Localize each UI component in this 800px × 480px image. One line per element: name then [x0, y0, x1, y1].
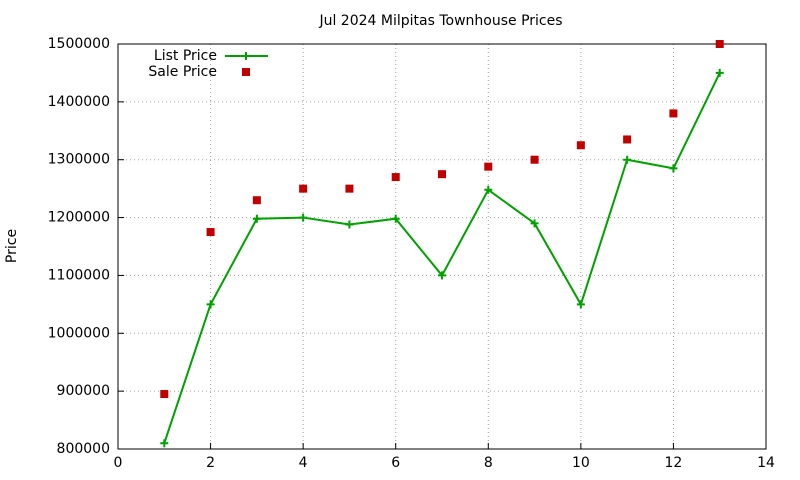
x-tick-label: 4	[299, 455, 308, 471]
y-tick-label: 1500000	[48, 36, 110, 52]
point-marker	[669, 109, 678, 118]
x-tick-label: 14	[757, 455, 775, 471]
point-marker	[160, 390, 169, 399]
legend-swatch	[242, 52, 250, 60]
point-marker	[438, 271, 446, 280]
plot-frame	[117, 43, 767, 450]
legend-label: Sale Price	[148, 64, 217, 80]
y-tick-label: 1200000	[48, 210, 110, 226]
point-marker	[438, 170, 446, 179]
point-marker	[299, 184, 308, 193]
x-tick-label: 2	[206, 455, 215, 471]
point-marker	[391, 214, 400, 223]
y-tick-label: 1300000	[48, 152, 110, 168]
point-marker	[623, 155, 632, 164]
x-tick-label: 6	[391, 455, 400, 471]
point-marker	[715, 68, 724, 77]
point-marker	[530, 155, 539, 164]
legend-swatch	[242, 68, 250, 76]
x-tick-label: 12	[665, 455, 683, 471]
y-tick-label: 1100000	[48, 267, 110, 283]
series-line	[163, 72, 721, 444]
point-marker	[345, 184, 354, 193]
point-marker	[530, 219, 539, 228]
point-marker	[576, 141, 585, 150]
point-marker	[252, 214, 261, 223]
y-tick-label: 900000	[57, 383, 110, 399]
point-marker	[252, 196, 261, 205]
y-tick-label: 800000	[57, 441, 110, 457]
point-marker	[669, 164, 678, 173]
point-marker	[206, 300, 215, 309]
y-axis-label: Price	[4, 229, 20, 263]
point-marker	[576, 300, 585, 309]
legend-label: List Price	[154, 48, 217, 64]
y-tick-label: 1400000	[48, 94, 110, 110]
x-tick-label: 8	[484, 455, 493, 471]
y-tick-label: 1000000	[48, 325, 110, 341]
x-tick-label: 0	[114, 455, 123, 471]
point-marker	[299, 213, 308, 222]
point-marker	[206, 228, 215, 237]
x-tick-label: 10	[572, 455, 590, 471]
chart-title: Jul 2024 Milpitas Townhouse Prices	[318, 13, 562, 29]
point-marker	[623, 135, 632, 144]
point-marker	[484, 185, 493, 194]
point-marker	[484, 162, 493, 171]
point-marker	[391, 173, 400, 182]
point-marker	[160, 439, 169, 448]
point-marker	[715, 40, 724, 48]
point-marker	[345, 220, 354, 229]
